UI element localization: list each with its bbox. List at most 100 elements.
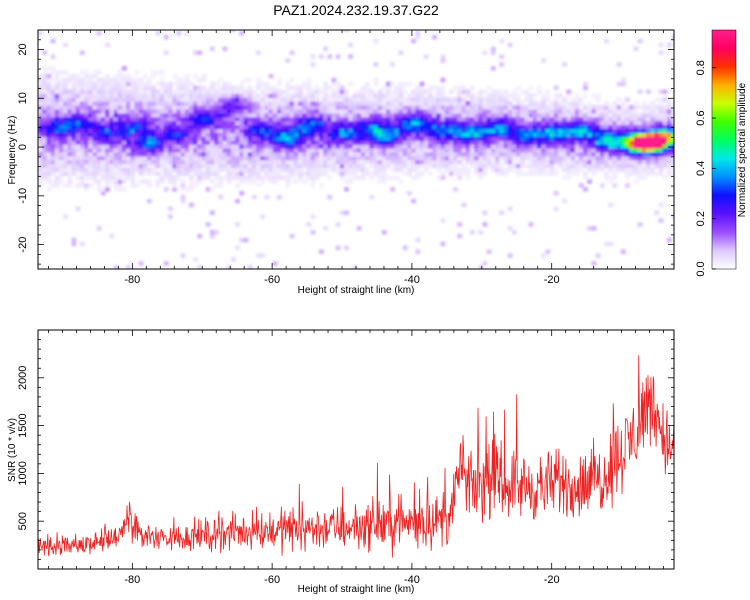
heatmap-cell (566, 128, 572, 133)
heatmap-cell (126, 163, 131, 169)
heatmap-cell (130, 132, 136, 137)
heatmap-cell (549, 120, 555, 126)
heatmap-cell (323, 89, 328, 94)
heatmap-cell (109, 116, 115, 122)
heatmap-cell (218, 124, 224, 130)
heatmap-cell (138, 85, 144, 91)
heatmap-cell (218, 148, 224, 153)
heatmap-cell (524, 140, 530, 145)
heatmap-cell (344, 97, 349, 102)
heatmap-cell (587, 136, 593, 141)
heatmap-cell (411, 89, 416, 94)
heatmap-cell (428, 120, 433, 126)
heatmap-cell (390, 132, 395, 137)
heatmap-cell (377, 163, 383, 169)
heatmap-cell (440, 89, 446, 94)
heatmap-cell (599, 124, 605, 130)
heatmap-cell (176, 140, 182, 145)
heatmap-cell (218, 85, 224, 91)
heatmap-cell (71, 101, 77, 106)
heatmap-cell (407, 97, 412, 102)
heatmap-cell (268, 109, 274, 114)
heatmap-cell (423, 97, 429, 102)
heatmap-cell (184, 148, 190, 153)
heatmap-cell (583, 124, 588, 130)
heatmap-cell (331, 136, 337, 141)
heatmap-cell (256, 120, 261, 126)
heatmap-cell (42, 163, 47, 169)
heatmap-cell (268, 89, 274, 94)
heatmap-cell (428, 171, 433, 176)
heatmap-cell (537, 109, 542, 114)
heatmap-cell (138, 97, 144, 102)
heatmap-cell (163, 89, 169, 94)
heatmap-cell (134, 124, 140, 130)
heatmap-cell (423, 167, 429, 172)
heatmap-cell (147, 81, 152, 87)
heatmap-cell (528, 85, 534, 91)
heatmap-cell (415, 136, 421, 141)
heatmap-cell (214, 124, 219, 130)
heatmap-cell (553, 171, 559, 176)
heatmap-cell (168, 159, 173, 165)
heatmap-cell (272, 124, 278, 130)
heatmap-cell (88, 124, 94, 130)
heatmap-cell (616, 159, 622, 165)
heatmap-cell (482, 167, 488, 172)
heatmap-cell (658, 140, 664, 145)
heatmap-cell (654, 140, 660, 145)
heatmap-cell (323, 85, 328, 91)
snr-series-line (38, 355, 674, 558)
heatmap-cell (495, 120, 500, 126)
heatmap-cell (117, 73, 123, 79)
heatmap-cell (562, 144, 567, 149)
heatmap-cell (92, 73, 98, 79)
heatmap-cell (100, 77, 106, 83)
heatmap-cell (440, 116, 446, 122)
heatmap-cell (264, 81, 270, 87)
heatmap-cell (84, 144, 89, 149)
heatmap-cell (184, 73, 190, 79)
heatmap-cell (50, 93, 56, 98)
heatmap-cell (209, 163, 215, 169)
heatmap-cell (381, 132, 387, 137)
heatmap-cell (168, 109, 173, 114)
heatmap-cell (369, 151, 375, 157)
heatmap-cell (444, 136, 450, 141)
heatmap-cell (604, 155, 609, 161)
heatmap-cell (176, 105, 182, 110)
heatmap-cell (612, 109, 618, 114)
heatmap-cell (84, 89, 89, 94)
heatmap-cell (159, 155, 165, 161)
heatmap-cell (574, 93, 580, 98)
heatmap-cell (507, 155, 513, 161)
heatmap-cell (570, 163, 576, 169)
heatmap-cell (310, 128, 316, 133)
heatmap-cell (235, 136, 240, 141)
heatmap-cell (121, 136, 127, 141)
heatmap-cell (151, 89, 156, 94)
heatmap-cell (595, 128, 601, 133)
heatmap-cell (360, 89, 366, 94)
heatmap-cell (528, 109, 534, 114)
heatmap-cell (105, 159, 110, 165)
heatmap-cell (461, 112, 467, 118)
heatmap-cell (75, 124, 81, 130)
heatmap-cell (507, 206, 513, 212)
heatmap-cell (558, 140, 563, 145)
heatmap-cell (352, 163, 358, 169)
heatmap-cell (633, 140, 639, 145)
heatmap-cell (553, 167, 559, 172)
heatmap-cell (197, 85, 203, 91)
heatmap-cell (415, 175, 421, 180)
heatmap-cell (117, 101, 123, 106)
heatmap-cell (545, 120, 551, 126)
heatmap-cell (105, 105, 110, 110)
heatmap-cell (197, 155, 203, 161)
heatmap-cell (197, 105, 203, 110)
heatmap-cell (578, 144, 584, 149)
heatmap-cell (331, 89, 337, 94)
heatmap-cell (310, 89, 316, 94)
heatmap-cell (436, 89, 442, 94)
heatmap-cell (411, 155, 416, 161)
